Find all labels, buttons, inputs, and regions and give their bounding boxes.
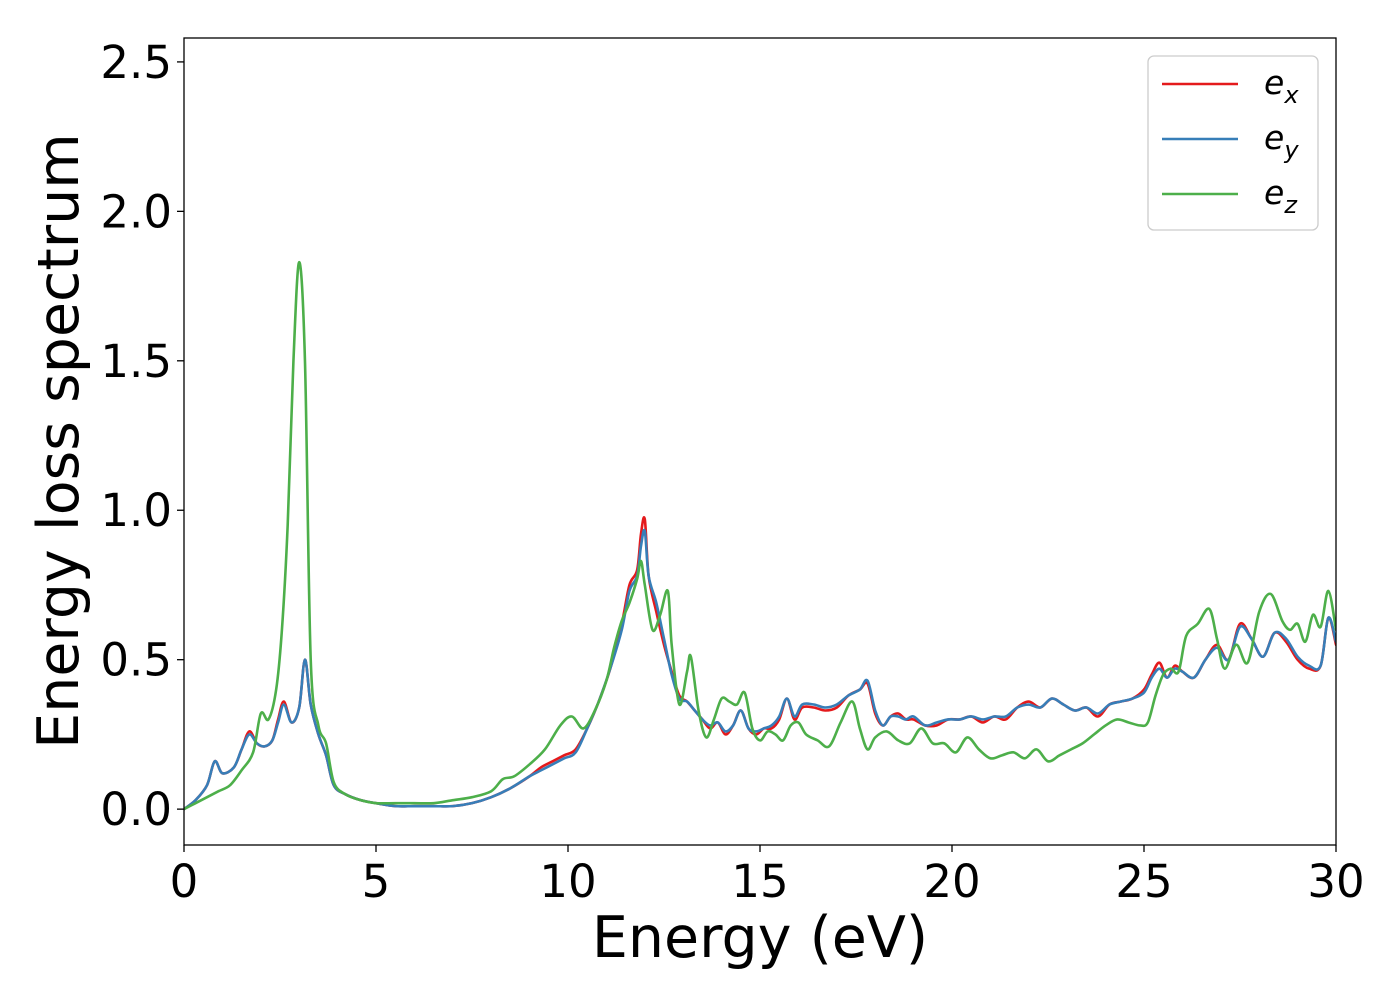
- x-tick-label: 10: [539, 855, 596, 908]
- y-tick-label: 2.5: [100, 36, 172, 89]
- plot-area: [184, 38, 1336, 845]
- x-tick-label: 15: [731, 855, 788, 908]
- y-tick-label: 2.0: [100, 185, 172, 238]
- legend: ex ey ez: [1147, 55, 1319, 231]
- x-axis: 0 5 10 15 20 25 30: [170, 845, 1365, 908]
- legend-label-y: ey: [1264, 118, 1299, 164]
- x-tick-label: 30: [1307, 855, 1364, 908]
- y-tick-label: 0.0: [100, 783, 172, 836]
- legend-frame: [1147, 55, 1319, 231]
- series-lines: [184, 260, 1336, 811]
- series-line-z: [184, 260, 1336, 811]
- legend-label-x: ex: [1264, 63, 1299, 109]
- x-tick-label: 5: [362, 855, 391, 908]
- x-tick-label: 0: [170, 855, 199, 908]
- legend-label-z: ez: [1264, 173, 1298, 219]
- y-axis-title: Energy loss spectrum: [26, 133, 92, 749]
- y-tick-label: 1.5: [100, 335, 172, 388]
- x-axis-title: Energy (eV): [592, 905, 928, 971]
- x-tick-label: 25: [1115, 855, 1172, 908]
- y-tick-label: 0.5: [100, 634, 172, 687]
- y-axis: 0.0 0.5 1.0 1.5 2.0 2.5: [100, 36, 184, 836]
- x-tick-label: 20: [923, 855, 980, 908]
- y-tick-label: 1.0: [100, 484, 172, 537]
